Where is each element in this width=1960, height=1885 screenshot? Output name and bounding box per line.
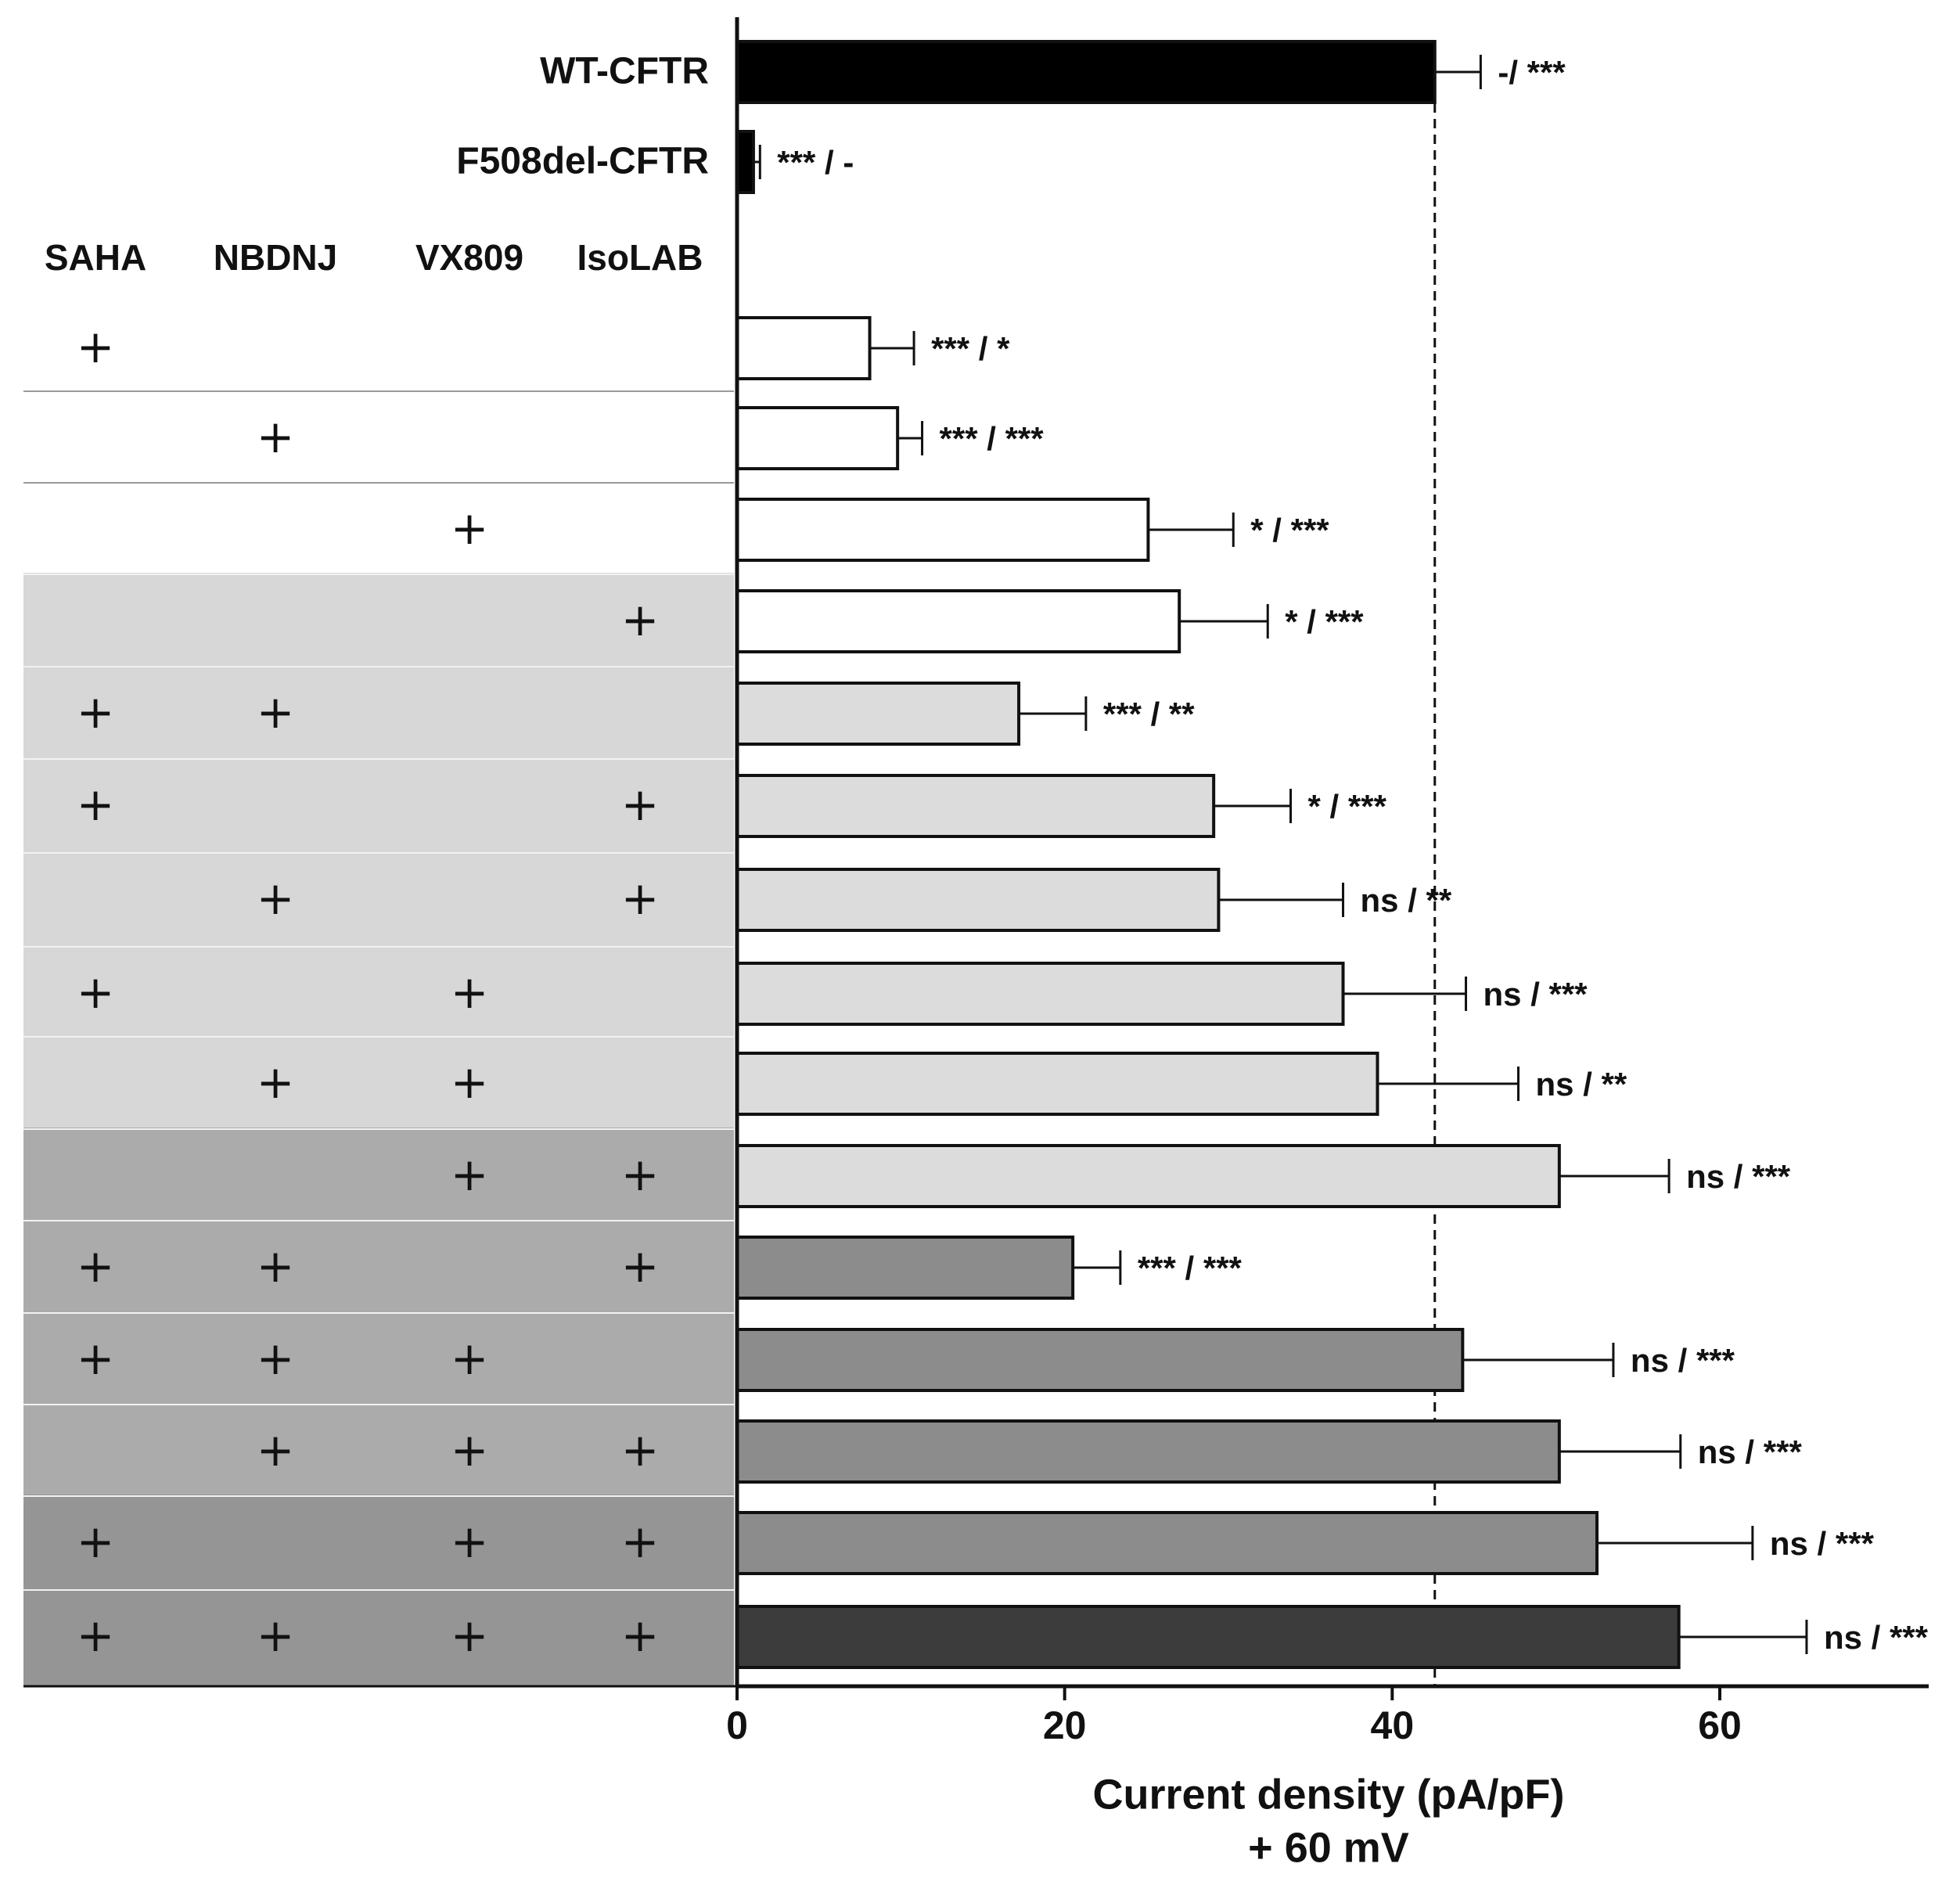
significance-label-13: *** / *** (1138, 1250, 1243, 1286)
bar-1 (735, 40, 1437, 104)
treatment-band (23, 573, 734, 1129)
significance-label-12: ns / *** (1686, 1158, 1791, 1195)
plus-nbdnj-row-7: + (257, 685, 295, 739)
plus-vx809-row-11: + (451, 1056, 489, 1109)
bar-14 (735, 1328, 1465, 1392)
x-tick-label-40: 40 (1371, 1703, 1415, 1747)
plus-saha-row-14: + (77, 1332, 115, 1385)
treatment-band (23, 1128, 734, 1496)
bar-5 (735, 498, 1150, 562)
plus-vx809-row-17: + (451, 1609, 489, 1662)
plus-isolab-row-13: + (621, 1239, 660, 1293)
bar-8 (735, 774, 1216, 838)
significance-label-10: ns / *** (1483, 976, 1588, 1013)
treatment-header-nbdnj: NBDNJ (214, 237, 337, 278)
x-axis-title: Current density (pA/pF) (1093, 1771, 1565, 1818)
bar-4 (735, 406, 900, 470)
significance-label-15: ns / *** (1698, 1434, 1803, 1470)
plus-isolab-row-9: + (621, 872, 660, 925)
significance-label-17: ns / *** (1824, 1619, 1929, 1656)
plus-vx809-row-15: + (451, 1423, 489, 1477)
x-tick-label-20: 20 (1043, 1703, 1087, 1747)
plus-isolab-row-12: + (621, 1148, 660, 1201)
plus-isolab-row-8: + (621, 778, 660, 831)
bar-11 (735, 1052, 1379, 1116)
plus-vx809-row-10: + (451, 966, 489, 1019)
bar-10 (735, 962, 1345, 1026)
significance-label-9: ns / ** (1361, 882, 1452, 919)
plus-nbdnj-row-14: + (257, 1332, 295, 1385)
significance-label-3: *** / * (931, 330, 1010, 367)
plus-saha-row-13: + (77, 1239, 115, 1293)
bar-9 (735, 868, 1221, 932)
x-tick-label-0: 0 (726, 1703, 748, 1747)
plus-saha-row-16: + (77, 1515, 115, 1568)
plus-nbdnj-row-9: + (257, 872, 295, 925)
significance-label-4: *** / *** (940, 420, 1045, 457)
plus-vx809-row-12: + (451, 1148, 489, 1201)
plus-saha-row-10: + (77, 966, 115, 1019)
plus-nbdnj-row-15: + (257, 1423, 295, 1477)
bar-15 (735, 1419, 1561, 1484)
significance-label-6: * / *** (1285, 603, 1364, 640)
bar-17 (735, 1605, 1681, 1669)
significance-label-5: * / *** (1250, 512, 1329, 549)
plus-saha-row-7: + (77, 685, 115, 739)
treatment-header-isolab: IsoLAB (577, 237, 703, 278)
plus-vx809-row-14: + (451, 1332, 489, 1385)
row-label-f508del-cftr: F508del-CFTR (456, 141, 709, 182)
significance-label-16: ns / *** (1770, 1525, 1875, 1562)
plus-saha-row-8: + (77, 778, 115, 831)
bar-2 (735, 130, 755, 194)
significance-label-8: * / *** (1308, 788, 1387, 825)
bar-7 (735, 682, 1021, 746)
significance-label-14: ns / *** (1631, 1342, 1735, 1379)
plus-isolab-row-16: + (621, 1515, 660, 1568)
plus-vx809-row-5: + (451, 502, 489, 555)
plus-nbdnj-row-11: + (257, 1056, 295, 1109)
significance-label-7: *** / ** (1103, 696, 1195, 732)
plus-vx809-row-16: + (451, 1515, 489, 1568)
significance-label-11: ns / ** (1536, 1066, 1627, 1103)
significance-label-2: *** / - (777, 144, 854, 181)
plus-nbdnj-row-17: + (257, 1609, 295, 1662)
significance-label-1: -/ *** (1498, 54, 1566, 91)
x-tick-label-60: 60 (1698, 1703, 1742, 1747)
row-label-wt-cftr: WT-CFTR (540, 51, 709, 92)
plus-nbdnj-row-4: + (257, 410, 295, 463)
bar-6 (735, 589, 1181, 653)
treatment-header-vx809: VX809 (415, 237, 523, 278)
plus-saha-row-3: + (77, 320, 115, 373)
bar-3 (735, 316, 872, 380)
x-axis-subtitle: + 60 mV (1248, 1824, 1409, 1871)
bar-12 (735, 1144, 1561, 1208)
treatment-header-saha: SAHA (45, 237, 146, 278)
bar-13 (735, 1236, 1075, 1300)
plus-isolab-row-17: + (621, 1609, 660, 1662)
plus-isolab-row-15: + (621, 1423, 660, 1477)
plus-nbdnj-row-13: + (257, 1239, 295, 1293)
plus-isolab-row-6: + (621, 593, 660, 646)
bar-16 (735, 1511, 1599, 1575)
plus-saha-row-17: + (77, 1609, 115, 1662)
